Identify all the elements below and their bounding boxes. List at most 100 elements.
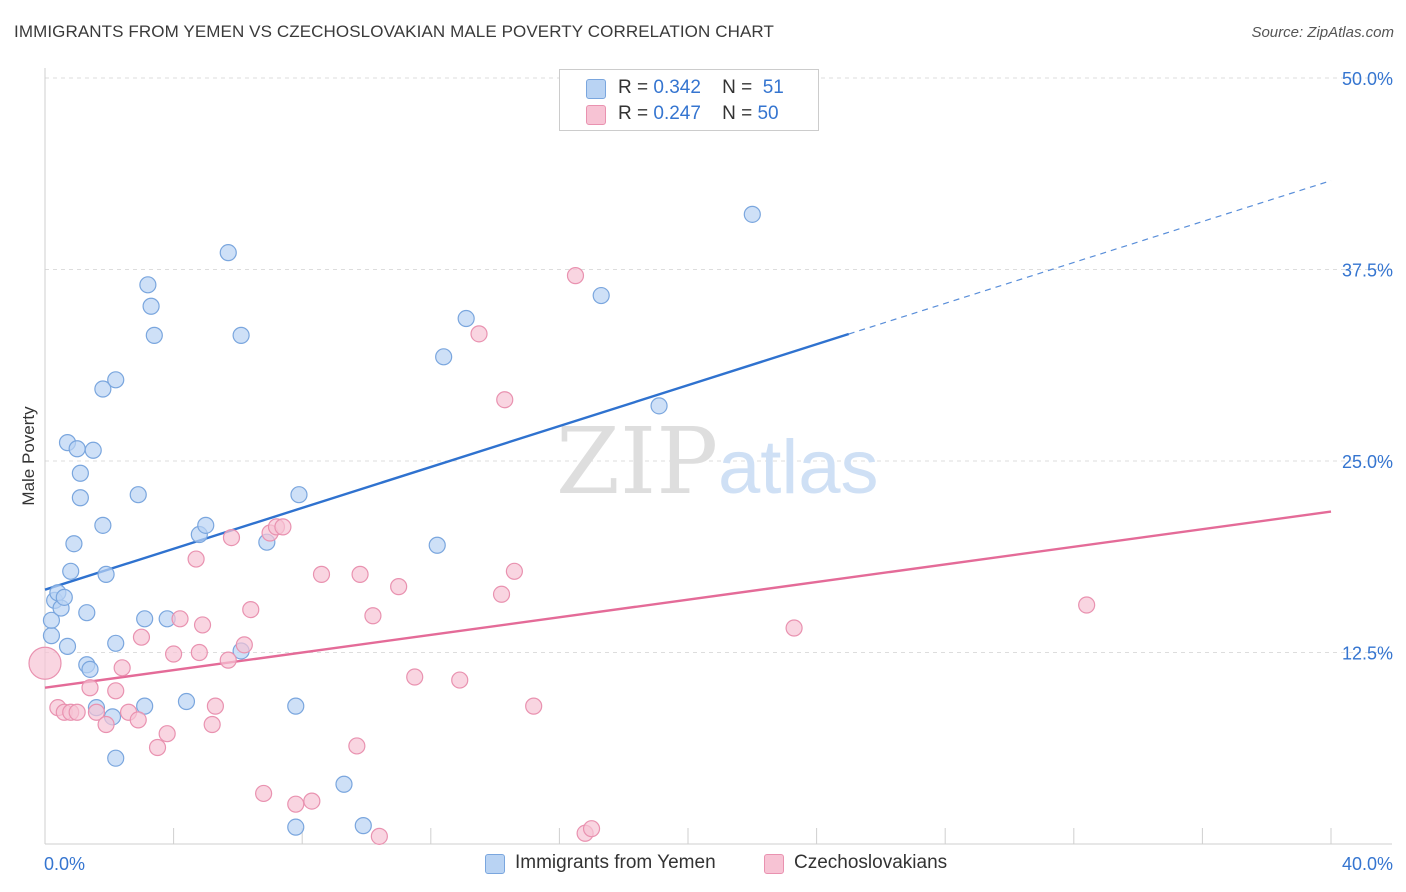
point-czech: [235, 636, 253, 654]
point-czech: [242, 601, 260, 619]
point-yemen: [58, 637, 77, 655]
correlation-legend: R = 0.342 N = 51 R = 0.247 N = 50: [559, 69, 819, 131]
point-czech: [132, 628, 151, 646]
point-yemen: [81, 660, 99, 678]
point-yemen: [65, 535, 83, 553]
point-yemen: [42, 611, 61, 629]
point-yemen: [136, 697, 154, 715]
point-czech: [390, 578, 408, 596]
point-yemen: [197, 516, 215, 534]
x-tick-label: 40.0%: [1342, 854, 1393, 874]
point-czech: [97, 715, 115, 734]
chart-title: IMMIGRANTS FROM YEMEN VS CZECHOSLOVAKIAN…: [14, 22, 774, 41]
point-czech: [193, 616, 212, 634]
point-czech: [187, 550, 205, 568]
point-czech: [582, 820, 601, 838]
trend-lines: [44, 180, 1332, 689]
bottom-legend-swatch-yemen: [485, 854, 505, 874]
point-yemen: [84, 441, 102, 459]
point-czech: [206, 697, 224, 715]
point-yemen: [107, 634, 125, 652]
point-yemen: [71, 464, 89, 482]
legend-n-value-czech: 50: [757, 103, 779, 124]
point-czech: [222, 528, 241, 547]
x-tick-label: 0.0%: [44, 854, 85, 874]
watermark: ZIP atlas: [556, 408, 879, 515]
point-yemen: [107, 371, 125, 389]
point-yemen: [94, 380, 112, 398]
y-tick-label: 50.0%: [1342, 69, 1393, 89]
legend-swatch-czech: [586, 105, 606, 125]
point-czech: [496, 391, 514, 409]
point-czech: [287, 795, 305, 813]
point-czech: [190, 643, 208, 662]
point-czech: [219, 651, 237, 669]
grid-lines: [45, 77, 1392, 653]
point-czech: [492, 585, 511, 603]
point-czech: [87, 703, 106, 721]
point-yemen: [71, 489, 89, 507]
point-yemen: [142, 297, 160, 315]
point-czech: [158, 725, 176, 743]
point-yemen: [177, 692, 196, 711]
point-yemen: [94, 516, 112, 534]
point-yemen: [145, 326, 163, 344]
point-czech: [451, 671, 469, 689]
legend-n-label: N =: [722, 103, 753, 124]
point-czech: [525, 697, 543, 715]
legend-n-value-yemen: 51: [762, 77, 784, 98]
point-yemen: [78, 604, 96, 622]
data-points: [28, 205, 1096, 845]
watermark-atlas: atlas: [718, 425, 879, 510]
point-czech: [165, 645, 183, 663]
point-czech: [274, 518, 292, 536]
point-czech: [406, 668, 424, 686]
point-yemen: [136, 610, 154, 628]
bottom-legend-label-czech: Czechoslovakians: [794, 852, 948, 873]
legend-r-value-yemen: 0.342: [653, 77, 701, 98]
point-czech: [171, 610, 189, 628]
y-tick-label: 25.0%: [1342, 452, 1393, 472]
point-czech: [470, 325, 488, 343]
point-yemen: [592, 286, 610, 305]
point-czech: [113, 659, 131, 677]
point-czech: [107, 682, 125, 700]
point-yemen: [68, 440, 86, 458]
trend-line-yemen: [44, 332, 850, 591]
legend-r-label: R =: [618, 103, 649, 124]
point-yemen: [232, 326, 250, 344]
y-tick-label: 37.5%: [1342, 261, 1393, 281]
trend-line-czech: [44, 510, 1332, 689]
point-czech: [255, 784, 273, 803]
legend-swatch-yemen: [586, 79, 606, 99]
point-yemen: [287, 697, 305, 715]
point-yemen: [290, 486, 308, 504]
point-yemen: [42, 627, 61, 645]
legend-r-label: R =: [618, 77, 649, 98]
point-yemen: [129, 486, 147, 504]
point-yemen: [55, 588, 73, 606]
point-czech: [370, 827, 388, 845]
point-yemen: [107, 749, 125, 767]
point-yemen: [743, 205, 761, 223]
point-czech: [351, 565, 369, 583]
tick-labels: 12.5% 25.0% 37.5% 50.0% 0.0% 40.0%: [44, 69, 1393, 874]
legend-r-value-czech: 0.247: [653, 103, 701, 124]
point-czech: [566, 267, 585, 285]
legend-n-label: N =: [722, 77, 753, 98]
point-yemen: [219, 244, 237, 262]
point-czech: [28, 646, 62, 680]
point-czech: [68, 703, 86, 721]
y-tick-label: 12.5%: [1342, 644, 1393, 664]
bottom-legend-label-yemen: Immigrants from Yemen: [515, 852, 716, 873]
y-axis-label: Male Poverty: [19, 406, 38, 506]
point-yemen: [139, 276, 157, 294]
point-czech: [312, 565, 331, 583]
point-yemen: [650, 397, 668, 415]
point-czech: [148, 738, 167, 757]
point-yemen: [62, 562, 80, 580]
bottom-legend-swatch-czech: [764, 854, 784, 874]
point-czech: [129, 711, 147, 729]
watermark-zip: ZIP: [556, 408, 718, 515]
